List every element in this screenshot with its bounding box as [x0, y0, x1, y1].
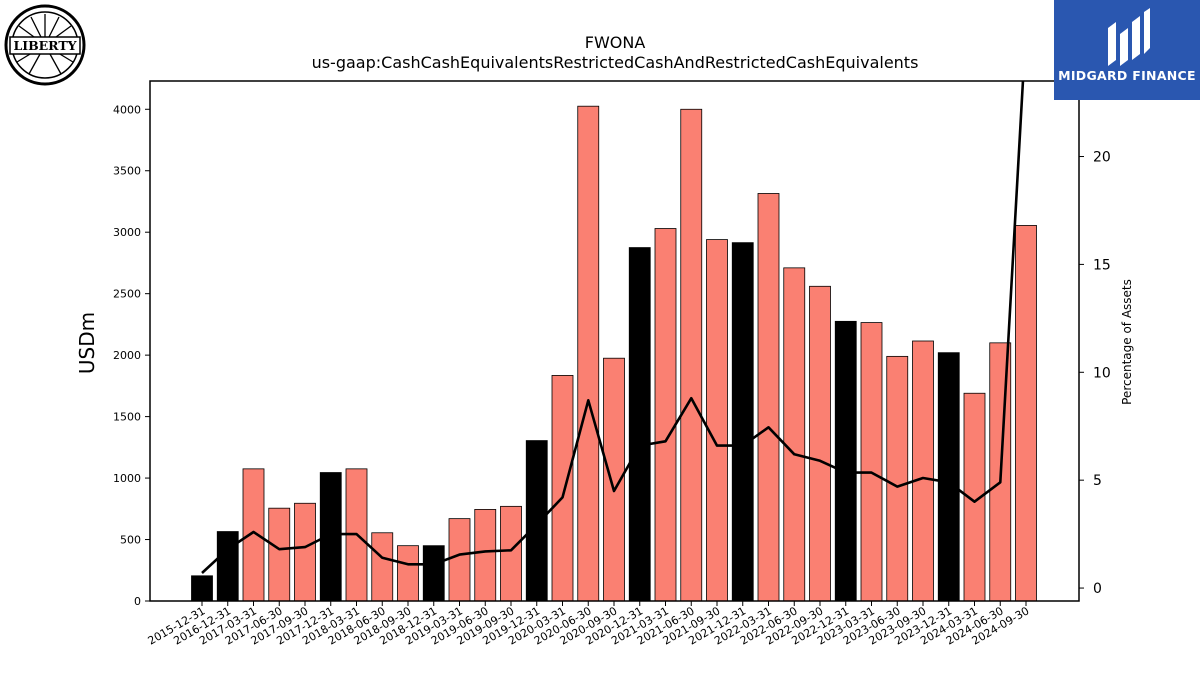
bar-2021-09-30: [706, 239, 728, 602]
bar-2017-09-30: [294, 502, 316, 602]
bar-2022-09-30: [809, 285, 831, 602]
y2-tick-label: 0: [1093, 581, 1102, 597]
bar-2022-12-31: [834, 320, 857, 602]
bar-2023-03-31: [860, 322, 883, 602]
y-tick-label: 500: [120, 534, 141, 547]
y-ticks: 0 500 1000 1500 2000 2500 3000 3500 4000: [113, 103, 150, 608]
bar-2021-06-30: [680, 108, 703, 602]
bar-2017-06-30: [268, 507, 291, 602]
bar-2019-09-30: [500, 505, 522, 602]
y-tick-label: 3000: [113, 226, 141, 239]
chart-subtitle: us-gaap:CashCashEquivalentsRestrictedCas…: [312, 53, 919, 72]
bar-2021-12-31: [731, 242, 754, 602]
y-axis-label: USDm: [75, 312, 99, 374]
bar-2023-06-30: [886, 355, 909, 602]
midgard-logo-text: MIDGARD FINANCE: [1058, 68, 1196, 83]
liberty-logo-text: LIBERTY: [13, 38, 77, 53]
bar-2018-12-31: [422, 545, 445, 602]
bar-2019-06-30: [474, 509, 497, 602]
y2-tick-label: 20: [1093, 150, 1111, 166]
bar-2023-09-30: [912, 340, 934, 602]
bar-2022-06-30: [783, 267, 806, 602]
bar-2022-03-31: [757, 193, 780, 602]
y-tick-label: 1000: [113, 472, 141, 485]
y-tick-label: 2500: [113, 288, 141, 301]
y2-tick-label: 10: [1093, 365, 1111, 381]
y-tick-label: 3500: [113, 165, 141, 178]
y2-tick-label: 15: [1093, 257, 1111, 273]
midgard-mark-icon: [1108, 8, 1150, 66]
bar-2019-12-31: [525, 440, 548, 602]
line-group: [201, 81, 1025, 574]
bar-2024-09-30: [1015, 225, 1037, 602]
x-ticks: 2015-12-312016-12-312017-03-312017-06-30…: [146, 601, 1032, 648]
midgard-finance-logo: MIDGARD FINANCE: [1054, 0, 1200, 100]
y2-ticks: 0 5 10 15 20: [1079, 150, 1111, 597]
bar-2017-03-31: [242, 468, 265, 602]
bar-2015-12-31: [191, 575, 213, 602]
bar-2018-06-30: [371, 532, 394, 602]
bar-2020-12-31: [628, 247, 651, 602]
bars-group: [191, 105, 1037, 602]
bar-2019-03-31: [448, 518, 471, 602]
bar-2016-12-31: [216, 531, 239, 602]
liberty-logo: LIBERTY: [4, 4, 86, 86]
bar-2020-03-31: [551, 375, 574, 602]
y-tick-label: 2000: [113, 349, 141, 362]
percentage-line: [201, 81, 1025, 574]
y-tick-label: 4000: [113, 103, 141, 116]
bar-2018-09-30: [397, 545, 419, 602]
y-tick-label: 0: [134, 595, 141, 608]
bar-2021-03-31: [654, 228, 677, 602]
y-tick-label: 1500: [113, 411, 141, 424]
bar-2023-12-31: [937, 352, 960, 602]
y2-tick-label: 5: [1093, 473, 1102, 489]
chart-title: FWONA: [585, 33, 646, 52]
y2-axis-label: Percentage of Assets: [1120, 279, 1134, 405]
bar-2020-06-30: [577, 105, 600, 602]
